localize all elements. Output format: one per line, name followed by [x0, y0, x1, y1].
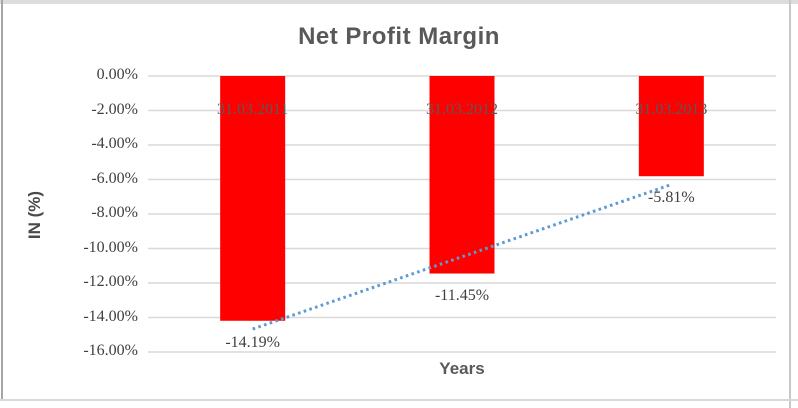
y-axis-tick-label: -16.00% — [83, 342, 138, 359]
frame-border-bottom — [0, 399, 798, 401]
category-label: 31.03.2013 — [635, 100, 708, 118]
category-label: 31.03.2011 — [216, 100, 289, 118]
data-label: -11.45% — [434, 286, 490, 304]
bar-31.03.2012[interactable] — [429, 76, 495, 274]
y-axis-tick-label: -6.00% — [91, 169, 138, 187]
y-axis-tick-label: -2.00% — [91, 100, 138, 118]
y-axis-tick-label: -10.00% — [83, 238, 138, 256]
data-label: -14.19% — [225, 333, 280, 351]
trendline[interactable] — [252, 183, 672, 331]
bar-31.03.2013[interactable] — [638, 76, 704, 177]
x-axis-title: Years — [439, 359, 485, 378]
category-label: 31.03.2012 — [426, 100, 498, 118]
y-axis-tick-label: -12.00% — [83, 273, 138, 290]
frame-border-left — [1, 0, 3, 401]
y-axis-tick-label: -8.00% — [91, 204, 138, 221]
chart-title: Net Profit Margin — [298, 23, 500, 50]
y-axis-tick-label: -14.00% — [83, 307, 138, 325]
data-label: -5.81% — [648, 189, 695, 207]
frame-border-right — [789, 0, 791, 408]
y-axis-tick-label: -4.00% — [91, 135, 138, 152]
frame-border-top — [0, 0, 798, 4]
bar-31.03.2011[interactable] — [220, 76, 286, 321]
y-axis-tick-label: 0.00% — [96, 66, 138, 83]
